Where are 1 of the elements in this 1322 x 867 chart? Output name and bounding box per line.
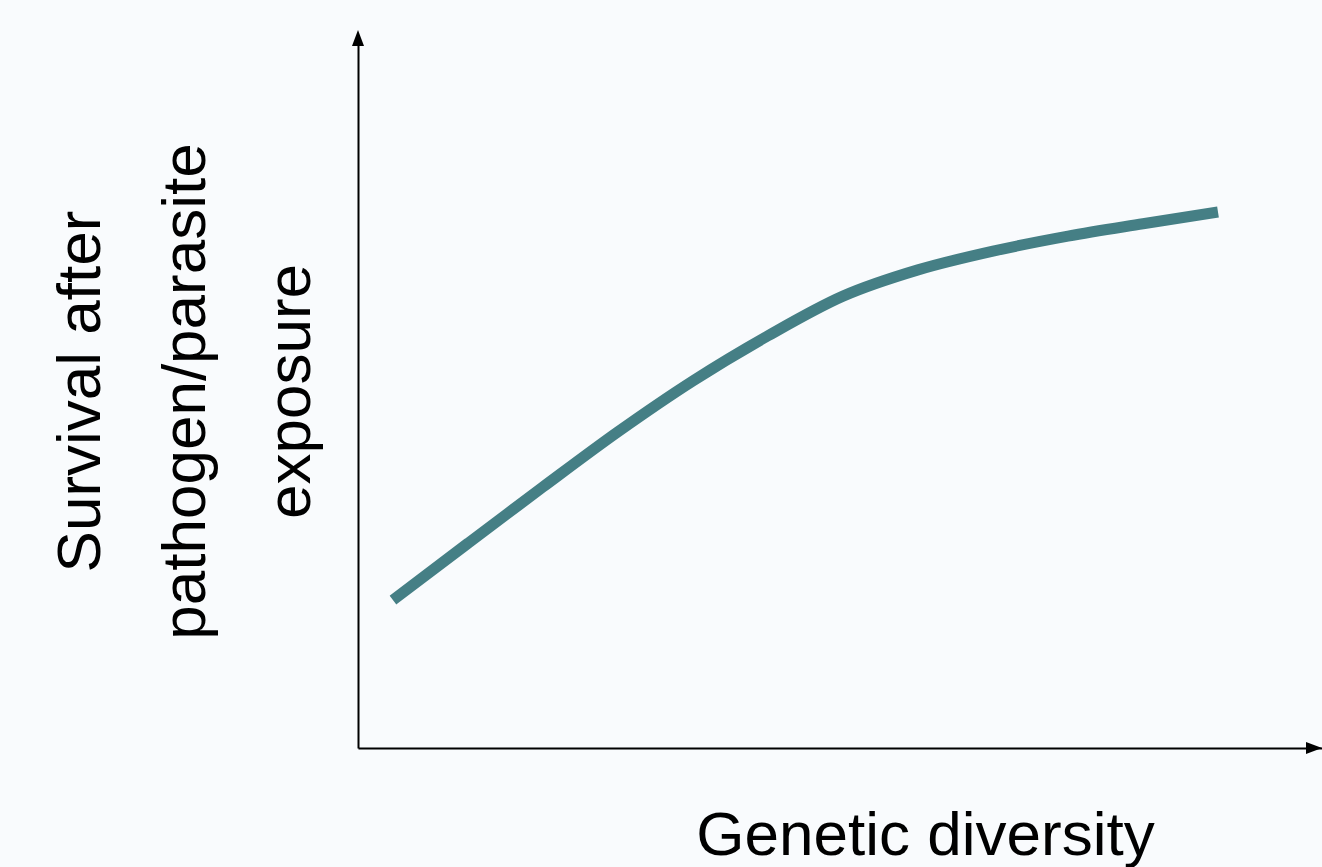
y-axis-title: Survival after pathogen/parasite exposure: [43, 143, 323, 640]
